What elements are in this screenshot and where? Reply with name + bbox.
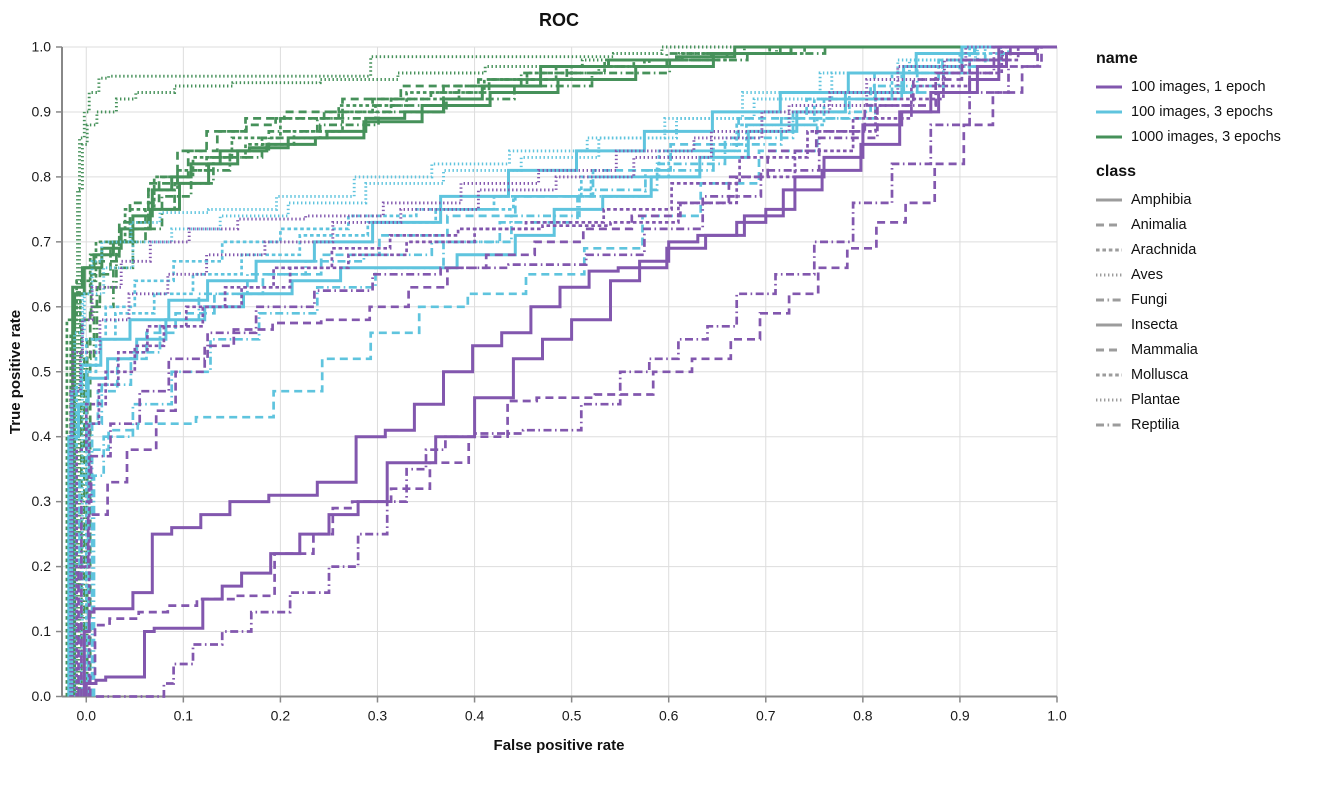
x-tick-label: 0.5 [562, 708, 582, 724]
y-tick-label: 1.0 [32, 39, 52, 55]
legend-item-class: Mammalia [1096, 337, 1336, 362]
roc-curve [92, 45, 1057, 697]
legend-item-class: Insecta [1096, 312, 1336, 337]
x-tick-label: 0.1 [174, 708, 194, 724]
legend-item-class: Aves [1096, 262, 1336, 287]
axes: 0.0 0.1 0.2 0.3 0.4 0.5 0.6 0.7 0.8 0.9 1.0 0.0 0.1 0… [32, 39, 1067, 724]
legend-item-name-label: 100 images, 1 epoch [1131, 78, 1266, 95]
legend-swatch-line [1096, 348, 1122, 351]
roc-curve [71, 45, 1044, 697]
legend-class-items: Amphibia Animalia Arachnida Aves Fungi Insect… [1096, 187, 1336, 437]
roc-curve [85, 45, 1057, 697]
roc-curve [77, 45, 1050, 697]
legend-swatch-line [1096, 110, 1122, 113]
roc-curve [87, 45, 1057, 697]
roc-curve [80, 45, 1054, 697]
x-tick-label: 0.9 [950, 708, 970, 724]
roc-curve [88, 45, 1057, 697]
y-tick-label: 0.4 [32, 428, 52, 444]
x-tick-label: 0.2 [271, 708, 291, 724]
y-tick-label: 0.3 [32, 493, 52, 509]
legend-item-class-label: Mollusca [1131, 366, 1189, 383]
legend: name 100 images, 1 epoch 100 images, 3 ep… [1096, 50, 1336, 451]
y-tick-label: 0.7 [32, 233, 52, 249]
y-tick-label: 0.9 [32, 103, 52, 119]
legend-class-title: class [1096, 163, 1137, 180]
roc-curve [75, 45, 1048, 697]
y-tick-label: 0.8 [32, 168, 52, 184]
legend-swatch-line [1096, 135, 1122, 138]
legend-item-name: 1000 images, 3 epochs [1096, 124, 1336, 149]
roc-curve [78, 45, 1051, 697]
legend-item-class-label: Reptilia [1131, 416, 1180, 433]
x-tick-label: 0.3 [368, 708, 388, 724]
legend-item-class: Amphibia [1096, 187, 1336, 212]
legend-item-class-label: Insecta [1131, 316, 1178, 333]
y-tick-label: 0.5 [32, 363, 52, 379]
legend-swatch-line [1096, 198, 1122, 201]
roc-curve [78, 45, 1051, 697]
legend-item-class-label: Mammalia [1131, 341, 1198, 358]
y-tick-label: 0.6 [32, 298, 52, 314]
y-tick-label: 0.2 [32, 558, 52, 574]
legend-name-section: name 100 images, 1 epoch 100 images, 3 ep… [1096, 50, 1336, 149]
legend-name-items: 100 images, 1 epoch 100 images, 3 epochs 1… [1096, 74, 1336, 149]
legend-item-class-label: Fungi [1131, 291, 1168, 308]
legend-swatch-line [1096, 373, 1122, 376]
legend-item-class-label: Plantae [1131, 391, 1181, 408]
roc-curve [69, 45, 1042, 697]
y-axis-title: True positive rate [7, 310, 24, 434]
x-tick-label: 0.8 [853, 708, 873, 724]
legend-swatch-line [1096, 398, 1122, 401]
legend-name-title: name [1096, 50, 1138, 67]
y-tick-label: 0.0 [32, 688, 52, 704]
chart-title: ROC [539, 10, 579, 30]
legend-swatch-line [1096, 323, 1122, 326]
legend-swatch-line [1096, 248, 1122, 251]
legend-item-class-label: Arachnida [1131, 241, 1197, 258]
roc-curve [80, 45, 1053, 697]
legend-item-class: Animalia [1096, 212, 1336, 237]
x-axis-title: False positive rate [494, 737, 625, 754]
x-tick-label: 0.4 [465, 708, 485, 724]
legend-item-class: Arachnida [1096, 237, 1336, 262]
legend-item-class-label: Animalia [1131, 216, 1187, 233]
legend-swatch-line [1096, 273, 1122, 276]
roc-curve [90, 45, 1057, 697]
legend-item-class: Reptilia [1096, 412, 1336, 437]
legend-swatch-line [1096, 85, 1122, 88]
legend-item-class: Fungi [1096, 287, 1336, 312]
legend-item-name-label: 1000 images, 3 epochs [1131, 128, 1281, 145]
legend-swatch-line [1096, 423, 1122, 426]
x-tick-label: 0.0 [77, 708, 97, 724]
x-tick-label: 1.0 [1047, 708, 1067, 724]
legend-item-class-label: Amphibia [1131, 191, 1192, 208]
roc-curve [82, 45, 1056, 697]
legend-item-name: 100 images, 3 epochs [1096, 99, 1336, 124]
roc-curve [73, 45, 1046, 697]
legend-item-class: Plantae [1096, 387, 1336, 412]
roc-curve [75, 45, 1048, 697]
y-tick-label: 0.1 [32, 623, 52, 639]
roc-curves [65, 45, 1057, 698]
legend-item-name-label: 100 images, 3 epochs [1131, 103, 1273, 120]
legend-class-section: class Amphibia Animalia Arachnida Aves Fungi… [1096, 163, 1336, 437]
x-tick-label: 0.7 [756, 708, 776, 724]
roc-curve [84, 45, 1057, 697]
x-tick-label: 0.6 [659, 708, 679, 724]
legend-item-class-label: Aves [1131, 266, 1163, 283]
legend-item-class: Mollusca [1096, 362, 1336, 387]
roc-curve [82, 45, 1056, 697]
legend-item-name: 100 images, 1 epoch [1096, 74, 1336, 99]
legend-swatch-line [1096, 223, 1122, 226]
legend-swatch-line [1096, 298, 1122, 301]
